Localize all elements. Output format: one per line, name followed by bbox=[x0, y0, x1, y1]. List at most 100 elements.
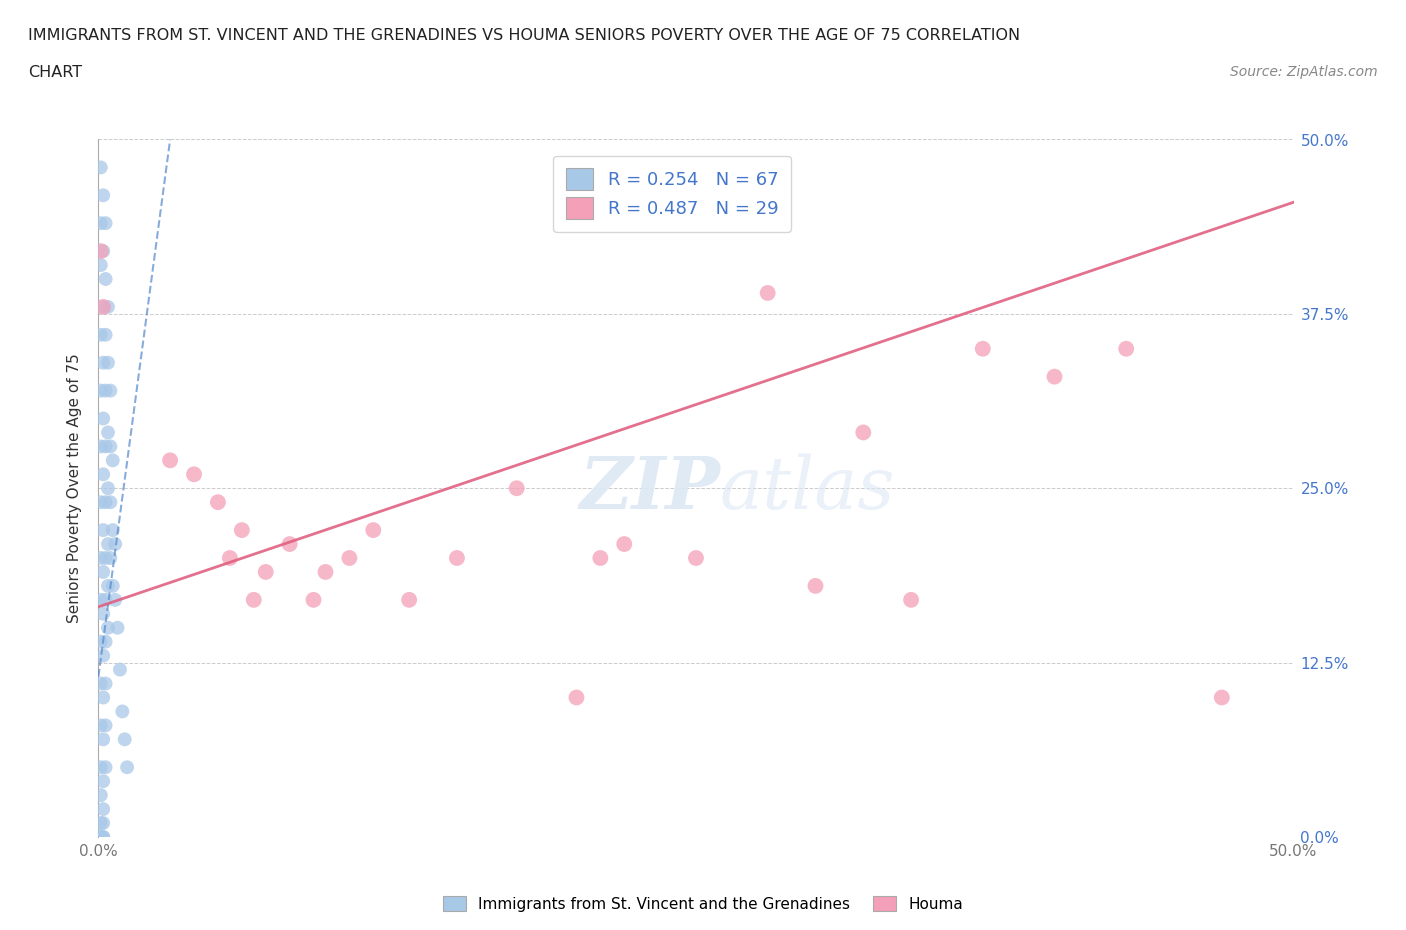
Point bbox=[91, 467, 114, 482]
Legend: Immigrants from St. Vincent and the Grenadines, Houma: Immigrants from St. Vincent and the Gren… bbox=[437, 889, 969, 918]
Point bbox=[91, 732, 114, 747]
Point bbox=[94, 676, 117, 691]
Point bbox=[97, 620, 120, 635]
Point bbox=[101, 523, 124, 538]
Point bbox=[90, 676, 112, 691]
Point bbox=[97, 537, 120, 551]
Point bbox=[98, 495, 122, 510]
Point bbox=[589, 551, 612, 565]
Point bbox=[91, 523, 114, 538]
Point bbox=[398, 592, 420, 607]
Point bbox=[94, 634, 117, 649]
Point bbox=[1115, 341, 1137, 356]
Point bbox=[98, 383, 122, 398]
Point bbox=[94, 592, 117, 607]
Point bbox=[91, 299, 114, 314]
Point bbox=[94, 495, 117, 510]
Point bbox=[94, 439, 117, 454]
Point bbox=[302, 592, 325, 607]
Point bbox=[108, 662, 131, 677]
Point bbox=[90, 160, 112, 175]
Point bbox=[91, 690, 114, 705]
Point bbox=[115, 760, 138, 775]
Point bbox=[91, 774, 114, 789]
Point bbox=[91, 355, 114, 370]
Point bbox=[506, 481, 529, 496]
Point bbox=[91, 411, 114, 426]
Point bbox=[111, 704, 134, 719]
Point bbox=[90, 760, 112, 775]
Point bbox=[98, 551, 122, 565]
Y-axis label: Seniors Poverty Over the Age of 75: Seniors Poverty Over the Age of 75 bbox=[67, 353, 83, 623]
Point bbox=[94, 383, 117, 398]
Point bbox=[94, 327, 117, 342]
Point bbox=[90, 439, 112, 454]
Text: atlas: atlas bbox=[720, 453, 896, 524]
Point bbox=[97, 481, 120, 496]
Point bbox=[94, 272, 117, 286]
Point bbox=[104, 592, 127, 607]
Point bbox=[315, 565, 337, 579]
Point bbox=[91, 606, 114, 621]
Point bbox=[91, 565, 114, 579]
Point bbox=[207, 495, 229, 510]
Point bbox=[90, 551, 112, 565]
Point bbox=[90, 830, 112, 844]
Point bbox=[613, 537, 636, 551]
Point bbox=[972, 341, 994, 356]
Point bbox=[91, 648, 114, 663]
Point bbox=[1043, 369, 1066, 384]
Point bbox=[243, 592, 266, 607]
Point bbox=[90, 592, 112, 607]
Text: Source: ZipAtlas.com: Source: ZipAtlas.com bbox=[1230, 65, 1378, 79]
Point bbox=[90, 327, 112, 342]
Point bbox=[219, 551, 242, 565]
Point bbox=[94, 216, 117, 231]
Point bbox=[254, 565, 277, 579]
Point bbox=[90, 216, 112, 231]
Point bbox=[278, 537, 301, 551]
Point bbox=[91, 188, 114, 203]
Point bbox=[183, 467, 205, 482]
Point bbox=[90, 830, 112, 844]
Point bbox=[97, 299, 120, 314]
Point bbox=[101, 578, 124, 593]
Point bbox=[90, 816, 112, 830]
Point bbox=[97, 355, 120, 370]
Point bbox=[91, 830, 114, 844]
Point bbox=[94, 551, 117, 565]
Point bbox=[90, 258, 112, 272]
Point bbox=[91, 802, 114, 817]
Point bbox=[114, 732, 136, 747]
Point bbox=[339, 551, 361, 565]
Point bbox=[90, 383, 112, 398]
Point bbox=[446, 551, 468, 565]
Point bbox=[159, 453, 181, 468]
Point bbox=[91, 816, 114, 830]
Point bbox=[94, 760, 117, 775]
Point bbox=[90, 634, 112, 649]
Text: CHART: CHART bbox=[28, 65, 82, 80]
Point bbox=[98, 439, 122, 454]
Point bbox=[107, 620, 129, 635]
Point bbox=[104, 537, 127, 551]
Point bbox=[97, 578, 120, 593]
Point bbox=[101, 453, 124, 468]
Text: ZIP: ZIP bbox=[579, 453, 720, 524]
Point bbox=[231, 523, 253, 538]
Point bbox=[804, 578, 827, 593]
Point bbox=[91, 244, 114, 259]
Text: IMMIGRANTS FROM ST. VINCENT AND THE GRENADINES VS HOUMA SENIORS POVERTY OVER THE: IMMIGRANTS FROM ST. VINCENT AND THE GREN… bbox=[28, 28, 1021, 43]
Point bbox=[756, 286, 779, 300]
Point bbox=[90, 718, 112, 733]
Point bbox=[90, 244, 112, 259]
Point bbox=[90, 788, 112, 803]
Point bbox=[1211, 690, 1233, 705]
Point bbox=[91, 299, 114, 314]
Point bbox=[565, 690, 588, 705]
Point bbox=[852, 425, 875, 440]
Point bbox=[685, 551, 707, 565]
Point bbox=[900, 592, 922, 607]
Point bbox=[363, 523, 385, 538]
Point bbox=[90, 495, 112, 510]
